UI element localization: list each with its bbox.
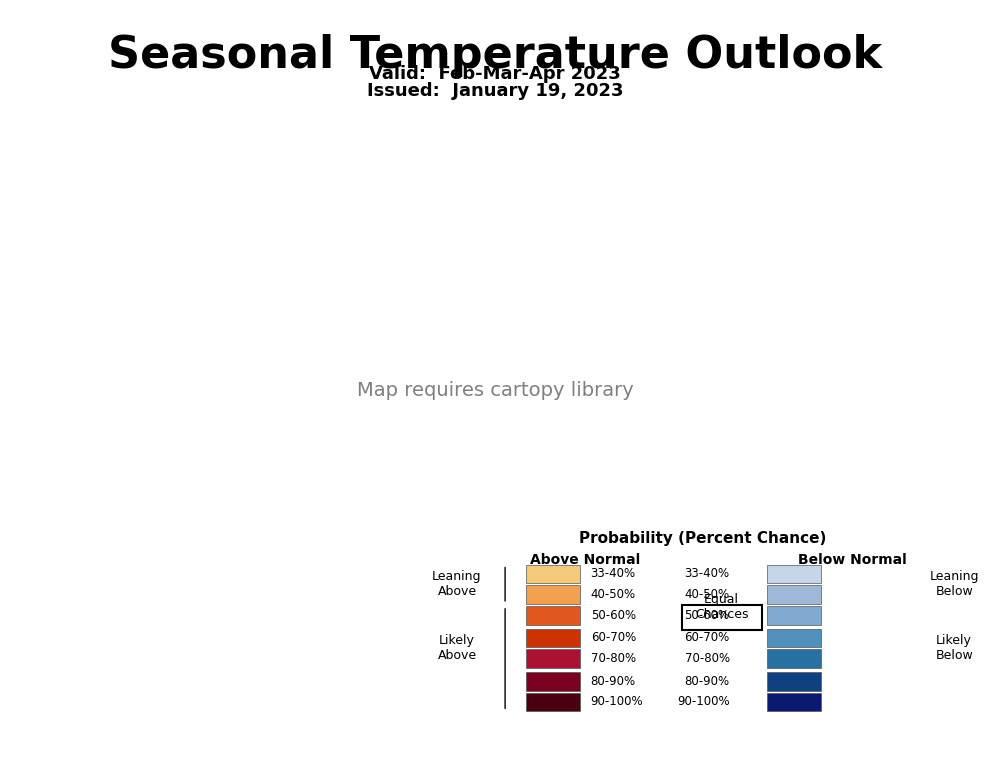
Text: 60-70%: 60-70% (684, 631, 730, 644)
Text: 40-50%: 40-50% (591, 588, 636, 601)
Bar (767, 649, 821, 668)
FancyBboxPatch shape (681, 605, 761, 630)
Text: 60-70%: 60-70% (591, 631, 636, 644)
Text: Leaning
Above: Leaning Above (433, 570, 482, 598)
Text: 33-40%: 33-40% (684, 568, 730, 581)
Text: Above Normal: Above Normal (531, 553, 641, 568)
Bar (527, 629, 580, 647)
Bar (767, 672, 821, 691)
Text: 80-90%: 80-90% (684, 675, 730, 688)
Bar (527, 606, 580, 624)
Bar (527, 585, 580, 604)
Text: 50-60%: 50-60% (684, 609, 730, 622)
Text: Equal
Chances: Equal Chances (695, 593, 748, 621)
Bar (767, 606, 821, 624)
Text: Map requires cartopy library: Map requires cartopy library (356, 381, 634, 399)
Bar (527, 672, 580, 691)
Bar (527, 692, 580, 711)
Text: Probability (Percent Chance): Probability (Percent Chance) (579, 531, 827, 545)
Text: 40-50%: 40-50% (684, 588, 730, 601)
Bar (767, 565, 821, 583)
Text: 80-90%: 80-90% (591, 675, 636, 688)
Text: Likely
Above: Likely Above (438, 634, 476, 662)
Text: 90-100%: 90-100% (591, 695, 644, 708)
Bar (767, 692, 821, 711)
Text: Below Normal: Below Normal (798, 553, 907, 568)
Text: 70-80%: 70-80% (591, 652, 636, 665)
Text: Seasonal Temperature Outlook: Seasonal Temperature Outlook (108, 34, 882, 77)
Bar (527, 565, 580, 583)
Text: Valid:  Feb-Mar-Apr 2023: Valid: Feb-Mar-Apr 2023 (369, 65, 621, 83)
Bar (767, 585, 821, 604)
Text: NOAA: NOAA (893, 21, 929, 31)
Text: Likely
Below: Likely Below (936, 634, 973, 662)
Text: 33-40%: 33-40% (591, 568, 636, 581)
Text: 50-60%: 50-60% (591, 609, 636, 622)
Bar (527, 649, 580, 668)
Text: 70-80%: 70-80% (684, 652, 730, 665)
Text: 90-100%: 90-100% (677, 695, 730, 708)
Text: Issued:  January 19, 2023: Issued: January 19, 2023 (366, 82, 624, 100)
Text: Leaning
Below: Leaning Below (930, 570, 979, 598)
Bar (767, 629, 821, 647)
